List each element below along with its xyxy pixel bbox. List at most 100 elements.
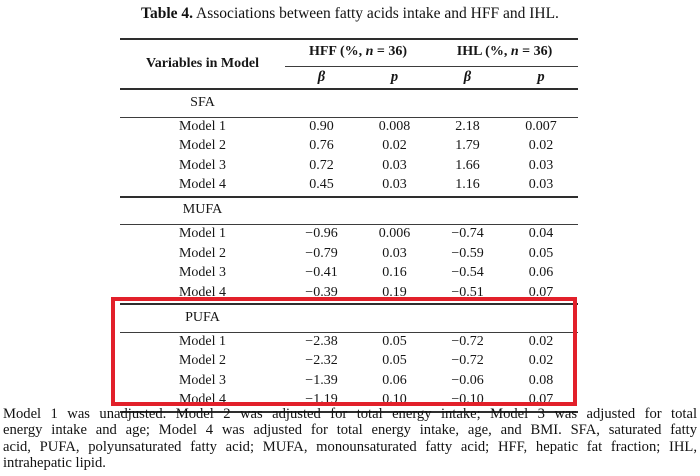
hff-group-suffix: = 36) bbox=[373, 44, 408, 60]
hff-group-n-italic: n bbox=[365, 44, 374, 60]
empty-cell bbox=[358, 304, 432, 333]
column-header-ihl-beta: β bbox=[431, 66, 505, 90]
table-caption-text: Associations between fatty acids intake … bbox=[193, 5, 559, 22]
cell-hff-p: 0.03 bbox=[358, 176, 432, 198]
cell-ihl-beta: 1.79 bbox=[455, 138, 480, 154]
cell-hff-p: 0.19 bbox=[358, 283, 432, 305]
column-group-ihl: IHL (%, n = 36) bbox=[431, 38, 579, 67]
section-row-pufa: PUFA bbox=[120, 304, 579, 333]
cell-hff-p: 0.03 bbox=[382, 157, 407, 173]
cell-hff-beta: −2.32 bbox=[305, 353, 338, 369]
table-row: Model 1 −2.38 0.05 −0.72 0.02 bbox=[120, 332, 578, 352]
cell-ihl-p: 0.02 bbox=[528, 138, 554, 154]
column-header-variables: Variables in Model bbox=[120, 38, 285, 90]
cell-ihl-p: 0.07 bbox=[504, 283, 579, 305]
empty-cell bbox=[285, 304, 358, 333]
cell-ihl-beta: −0.72 bbox=[451, 353, 484, 369]
empty-cell bbox=[431, 89, 505, 118]
cell-hff-beta: −0.41 bbox=[305, 265, 338, 281]
row-label: Model 1 bbox=[178, 118, 227, 134]
cell-ihl-p: 0.02 bbox=[528, 333, 554, 349]
empty-cell bbox=[358, 196, 432, 225]
section-label: MUFA bbox=[120, 196, 285, 225]
footnote-line: energy intake and age; Model 4 was adjus… bbox=[3, 422, 697, 439]
row-label: Model 4 bbox=[120, 283, 285, 305]
footnote-line: Model 1 was unadjusted. Model 2 was adju… bbox=[3, 406, 697, 422]
cell-hff-beta: −0.79 bbox=[305, 245, 338, 261]
cell-ihl-beta: −0.51 bbox=[431, 283, 505, 305]
section-row-sfa: SFA bbox=[120, 89, 579, 118]
table-row: Model 1 0.90 0.008 2.18 0.007 bbox=[120, 117, 578, 137]
cell-hff-p: 0.05 bbox=[382, 353, 407, 369]
cell-ihl-beta: 1.66 bbox=[455, 157, 480, 173]
table-row: Model 2 0.76 0.02 1.79 0.02 bbox=[120, 137, 578, 157]
cell-ihl-beta: −0.54 bbox=[451, 265, 484, 281]
row-label: Model 3 bbox=[178, 157, 227, 173]
empty-cell bbox=[431, 196, 505, 225]
empty-cell bbox=[504, 304, 579, 333]
empty-cell bbox=[431, 304, 505, 333]
table-row: Model 1 −0.96 0.006 −0.74 0.04 bbox=[120, 225, 578, 245]
cell-hff-beta: −1.39 bbox=[305, 372, 338, 388]
row-label: Model 1 bbox=[178, 333, 227, 349]
row-label: Model 3 bbox=[178, 372, 227, 388]
header-row-stats: β p β p bbox=[120, 66, 579, 90]
cell-hff-p: 0.008 bbox=[378, 118, 411, 134]
ihl-group-n-italic: n bbox=[510, 44, 519, 60]
fatty-acids-associations-table: Variables in Model HFF (%, n = 36) IHL (… bbox=[120, 38, 579, 413]
cell-ihl-p: 0.03 bbox=[504, 176, 579, 198]
section-label: PUFA bbox=[120, 304, 285, 333]
column-header-hff-p: p bbox=[358, 66, 432, 90]
row-label: Model 2 bbox=[178, 245, 227, 261]
cell-hff-beta: −0.39 bbox=[285, 283, 358, 305]
cell-ihl-beta: 1.16 bbox=[431, 176, 505, 198]
column-group-hff: HFF (%, n = 36) bbox=[285, 38, 432, 67]
table-row: Model 4 0.45 0.03 1.16 0.03 bbox=[120, 176, 579, 198]
cell-hff-beta: 0.45 bbox=[285, 176, 358, 198]
cell-ihl-beta: −0.72 bbox=[451, 333, 484, 349]
row-label: Model 1 bbox=[178, 226, 227, 242]
cell-hff-beta: −0.96 bbox=[305, 226, 338, 242]
row-label: Model 2 bbox=[178, 353, 227, 369]
cell-ihl-p: 0.06 bbox=[528, 265, 554, 281]
cell-ihl-beta: −0.74 bbox=[451, 226, 484, 242]
cell-hff-p: 0.02 bbox=[382, 138, 407, 154]
empty-cell bbox=[504, 89, 579, 118]
table-row: Model 3 −1.39 0.06 −0.06 0.08 bbox=[120, 372, 578, 392]
cell-hff-p: 0.06 bbox=[382, 372, 407, 388]
footnote-line: intrahepatic lipid. bbox=[3, 454, 106, 471]
table-caption: Table 4. Associations between fatty acid… bbox=[0, 4, 700, 24]
ihl-group-prefix: IHL (%, bbox=[456, 44, 511, 60]
cell-ihl-beta: −0.59 bbox=[451, 245, 484, 261]
row-label: Model 3 bbox=[178, 265, 227, 281]
table-row: Model 2 −0.79 0.03 −0.59 0.05 bbox=[120, 245, 578, 265]
row-label: Model 4 bbox=[120, 176, 285, 198]
table-caption-label: Table 4. bbox=[141, 5, 194, 22]
cell-ihl-p: 0.04 bbox=[528, 226, 554, 242]
footnote-line: acid, PUFA, polyunsaturated fatty acid; … bbox=[3, 438, 697, 455]
cell-ihl-p: 0.007 bbox=[525, 118, 557, 134]
section-row-mufa: MUFA bbox=[120, 196, 579, 225]
cell-ihl-beta: 2.18 bbox=[455, 118, 480, 134]
cell-ihl-p: 0.05 bbox=[528, 245, 554, 261]
cell-hff-p: 0.05 bbox=[382, 333, 407, 349]
cell-hff-p: 0.16 bbox=[382, 265, 407, 281]
cell-hff-beta: −2.38 bbox=[305, 333, 338, 349]
cell-hff-p: 0.03 bbox=[382, 245, 407, 261]
header-row-groups: Variables in Model HFF (%, n = 36) IHL (… bbox=[120, 38, 579, 90]
empty-cell bbox=[285, 89, 358, 118]
table-row: Model 2 −2.32 0.05 −0.72 0.02 bbox=[120, 352, 578, 372]
hff-group-prefix: HFF (%, bbox=[308, 44, 366, 60]
cell-hff-beta: 0.76 bbox=[309, 138, 334, 154]
empty-cell bbox=[358, 89, 432, 118]
table-row: Model 3 −0.41 0.16 −0.54 0.06 bbox=[120, 264, 578, 284]
cell-hff-beta: 0.90 bbox=[309, 118, 334, 134]
row-label: Model 2 bbox=[178, 138, 227, 154]
table-row: Model 3 0.72 0.03 1.66 0.03 bbox=[120, 157, 578, 177]
cell-ihl-p: 0.02 bbox=[528, 353, 554, 369]
cell-ihl-p: 0.03 bbox=[528, 157, 554, 173]
empty-cell bbox=[504, 196, 579, 225]
cell-hff-p: 0.006 bbox=[378, 226, 411, 242]
cell-ihl-p: 0.08 bbox=[528, 372, 554, 388]
cell-ihl-beta: −0.06 bbox=[451, 372, 484, 388]
